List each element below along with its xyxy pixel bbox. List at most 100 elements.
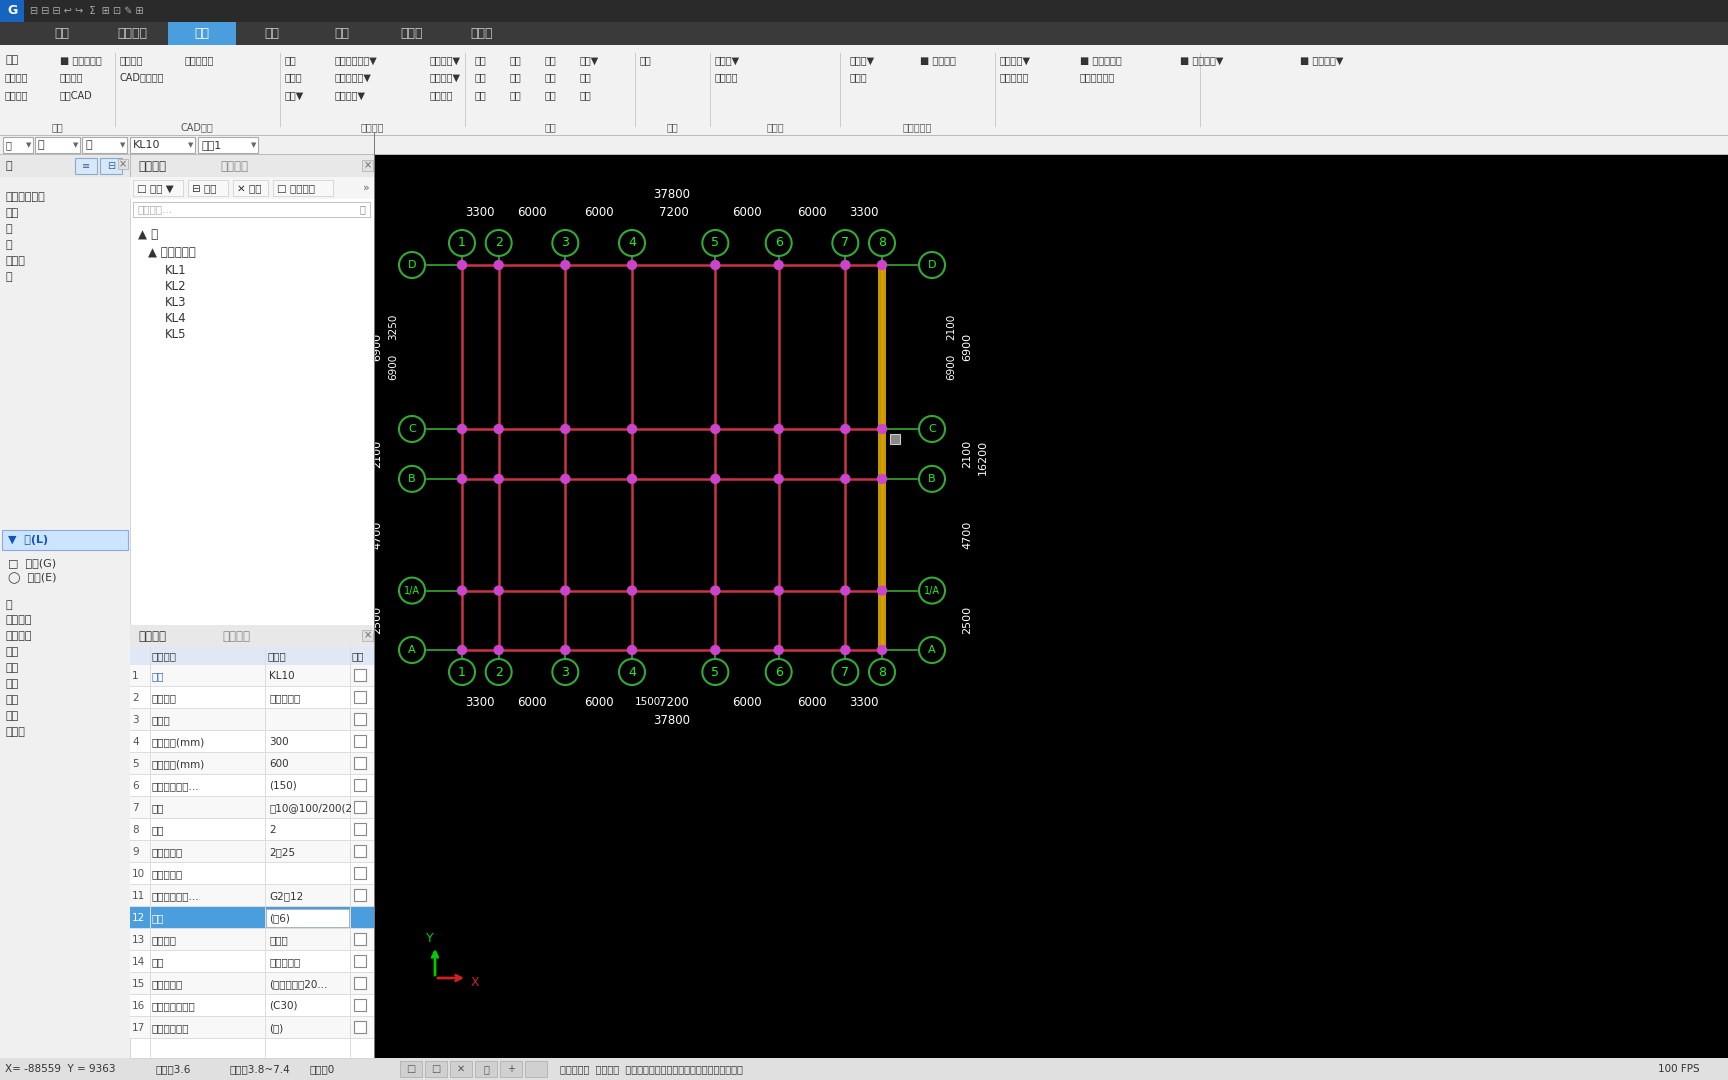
- Text: 属性值: 属性值: [268, 651, 285, 661]
- Text: 🔍: 🔍: [359, 204, 366, 214]
- Circle shape: [449, 659, 475, 685]
- Text: 1/A: 1/A: [404, 585, 420, 595]
- Text: 跨数量: 跨数量: [152, 715, 171, 725]
- Text: ◯  圈梁(E): ◯ 圈梁(E): [9, 572, 57, 584]
- Text: D: D: [408, 260, 416, 270]
- Text: 搜索构件...: 搜索构件...: [138, 204, 173, 214]
- Text: 10: 10: [131, 869, 145, 879]
- Text: 对齐▼: 对齐▼: [581, 55, 600, 65]
- Text: 材质: 材质: [152, 957, 164, 967]
- Text: 下部通长筋: 下部通长筋: [152, 869, 183, 879]
- Text: KL1: KL1: [164, 265, 187, 278]
- Circle shape: [833, 230, 859, 256]
- Text: 工程设置: 工程设置: [118, 27, 147, 40]
- Text: 300: 300: [270, 737, 289, 747]
- Bar: [130, 885, 375, 907]
- Text: 附加: 附加: [353, 651, 365, 661]
- Text: ■ 校核梁图元: ■ 校核梁图元: [1080, 55, 1121, 65]
- Bar: [130, 863, 375, 885]
- Text: 还原CAD: 还原CAD: [60, 90, 93, 100]
- Bar: [0, 156, 130, 1058]
- Text: 校核原位标注: 校核原位标注: [1080, 72, 1115, 82]
- Text: 自定义: 自定义: [5, 727, 24, 737]
- Text: 复制到其它层▼: 复制到其它层▼: [335, 55, 378, 65]
- Bar: [0, 135, 1728, 156]
- Circle shape: [494, 424, 503, 433]
- Text: 1500: 1500: [634, 697, 660, 707]
- Text: 12: 12: [131, 913, 145, 923]
- Text: 1: 1: [458, 665, 467, 678]
- Bar: [354, 691, 366, 703]
- Text: ▼  梁(L): ▼ 梁(L): [9, 535, 48, 545]
- Bar: [354, 999, 366, 1011]
- Text: 2100: 2100: [372, 440, 382, 468]
- Text: 重建梁▼: 重建梁▼: [850, 55, 874, 65]
- Text: 批量选择: 批量选择: [5, 90, 28, 100]
- Bar: [354, 845, 366, 858]
- Text: ⊟ 复制: ⊟ 复制: [192, 183, 216, 193]
- Circle shape: [458, 474, 467, 484]
- Circle shape: [766, 230, 791, 256]
- Text: ×: ×: [365, 160, 372, 170]
- Text: 4700: 4700: [962, 521, 971, 549]
- Text: 3: 3: [131, 715, 138, 725]
- Circle shape: [553, 230, 579, 256]
- Text: □ 新建 ▼: □ 新建 ▼: [137, 183, 175, 193]
- Bar: [130, 775, 375, 797]
- Text: 3300: 3300: [848, 696, 878, 708]
- Circle shape: [494, 474, 503, 484]
- Bar: [273, 180, 334, 195]
- Text: 肢数: 肢数: [152, 825, 164, 835]
- Text: 4: 4: [131, 737, 138, 747]
- Bar: [354, 735, 366, 747]
- Bar: [361, 160, 373, 171]
- Circle shape: [842, 474, 850, 484]
- Text: 合并: 合并: [544, 72, 556, 82]
- Circle shape: [710, 474, 721, 484]
- Text: 6900: 6900: [389, 354, 397, 380]
- Text: B: B: [928, 474, 937, 484]
- Circle shape: [710, 646, 721, 654]
- Circle shape: [710, 260, 721, 270]
- Text: 7: 7: [131, 804, 138, 813]
- Text: ×: ×: [365, 630, 372, 640]
- Text: 截面高度(mm): 截面高度(mm): [152, 759, 206, 769]
- Circle shape: [458, 260, 467, 270]
- Text: 自动平齐板▼: 自动平齐板▼: [335, 72, 372, 82]
- Text: KL10: KL10: [133, 140, 161, 150]
- Circle shape: [774, 474, 783, 484]
- Circle shape: [627, 474, 636, 484]
- Bar: [130, 951, 375, 973]
- Text: 6900: 6900: [962, 333, 971, 361]
- Circle shape: [878, 474, 886, 484]
- Bar: [130, 665, 375, 687]
- Text: 600: 600: [270, 759, 289, 769]
- Text: 截面宽度(mm): 截面宽度(mm): [152, 737, 206, 747]
- Text: 6000: 6000: [733, 206, 762, 219]
- Bar: [188, 180, 228, 195]
- Text: 3300: 3300: [465, 206, 496, 219]
- Text: ✕: ✕: [456, 1064, 465, 1074]
- Text: 9: 9: [131, 847, 138, 858]
- Text: 属性名称: 属性名称: [152, 651, 176, 661]
- Text: 两点辅轴▼: 两点辅轴▼: [335, 90, 366, 100]
- Text: 5: 5: [712, 237, 719, 249]
- Text: 15: 15: [131, 978, 145, 989]
- Text: 100 FPS: 100 FPS: [1659, 1064, 1700, 1074]
- Text: 绘图: 绘图: [665, 122, 677, 132]
- Text: ▼: ▼: [26, 141, 31, 148]
- Text: 基础: 基础: [5, 696, 19, 705]
- Text: 图元存盘▼: 图元存盘▼: [430, 72, 461, 82]
- Circle shape: [399, 416, 425, 442]
- Text: 楼梯配式: 楼梯配式: [5, 615, 31, 625]
- Text: B: B: [408, 474, 416, 484]
- Text: 隔离：0: 隔离：0: [309, 1064, 335, 1074]
- Text: 设: 设: [5, 272, 12, 282]
- Text: 梁二次编辑: 梁二次编辑: [902, 122, 931, 132]
- Circle shape: [627, 260, 636, 270]
- Bar: [3, 137, 33, 153]
- Text: 结构类别: 结构类别: [152, 693, 176, 703]
- Text: 其它: 其它: [5, 711, 19, 721]
- Circle shape: [619, 659, 645, 685]
- Text: 复制: 复制: [475, 55, 487, 65]
